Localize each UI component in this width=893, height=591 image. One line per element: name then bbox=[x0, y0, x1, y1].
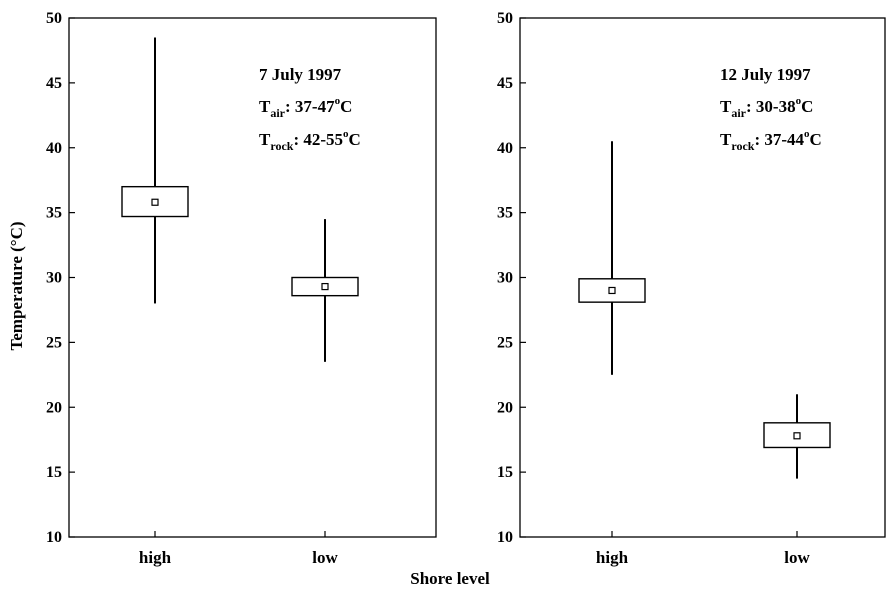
mean-marker-1-low bbox=[321, 282, 329, 291]
y-tick-label-1-30: 30 bbox=[46, 270, 62, 287]
category-label-2-low: low bbox=[784, 548, 810, 567]
y-tick-label-1-20: 20 bbox=[46, 399, 62, 416]
x-axis-label: Shore level bbox=[410, 569, 490, 588]
y-tick-label-1-15: 15 bbox=[46, 464, 62, 481]
y-tick-label-1-50: 50 bbox=[46, 10, 62, 27]
air-degree-1: o bbox=[335, 95, 341, 107]
category-label-2-high: high bbox=[596, 548, 629, 567]
air-symbol-2: T bbox=[720, 97, 732, 116]
y-tick-label-2-40: 40 bbox=[497, 140, 513, 157]
y-tick-label-2-10: 10 bbox=[497, 529, 513, 546]
mean-marker-2-low bbox=[793, 432, 801, 440]
air-subscript-1: air bbox=[270, 106, 285, 120]
air-range-1: : 37-47 bbox=[285, 97, 335, 116]
chart-panel-1: 10 15 20 25 30 35 40 45 50 high low 7 July 1997 Tair… bbox=[46, 10, 437, 567]
air-degree-2: o bbox=[796, 95, 802, 107]
rock-symbol-2: T bbox=[720, 130, 732, 149]
rock-subscript-1: rock bbox=[270, 139, 293, 153]
y-tick-label-2-35: 35 bbox=[497, 205, 513, 222]
mean-marker-1-high bbox=[151, 198, 159, 206]
y-tick-label-2-15: 15 bbox=[497, 464, 513, 481]
annotation-date-2: 12 July 1997 bbox=[720, 65, 811, 84]
box-2-low bbox=[763, 422, 831, 449]
rock-unit-2: C bbox=[810, 130, 822, 149]
rock-degree-1: o bbox=[343, 128, 349, 140]
annotation-rock-1: Trock: 42-55oC bbox=[259, 128, 361, 153]
air-symbol-1: T bbox=[259, 97, 271, 116]
y-tick-label-1-40: 40 bbox=[46, 140, 62, 157]
air-unit-2: C bbox=[801, 97, 813, 116]
air-unit-1: C bbox=[340, 97, 352, 116]
y-tick-label-2-25: 25 bbox=[497, 334, 513, 351]
category-label-1-high: high bbox=[139, 548, 172, 567]
y-tick-label-2-30: 30 bbox=[497, 270, 513, 287]
category-label-1-low: low bbox=[312, 548, 338, 567]
rock-degree-2: o bbox=[804, 128, 810, 140]
plot-frame-2 bbox=[519, 17, 886, 538]
mean-marker-2-high bbox=[608, 286, 616, 295]
annotation-rock-2: Trock: 37-44oC bbox=[720, 128, 822, 153]
annotation-date-1: 7 July 1997 bbox=[259, 65, 342, 84]
air-range-2: : 30-38 bbox=[746, 97, 796, 116]
rock-unit-1: C bbox=[349, 130, 361, 149]
rock-range-1: : 42-55 bbox=[293, 130, 343, 149]
y-axis-label: Temperature (°C) bbox=[7, 221, 26, 350]
y-tick-label-1-45: 45 bbox=[46, 75, 62, 92]
y-tick-label-2-45: 45 bbox=[497, 75, 513, 92]
air-subscript-2: air bbox=[731, 106, 746, 120]
y-tick-label-2-20: 20 bbox=[497, 399, 513, 416]
y-tick-label-1-35: 35 bbox=[46, 205, 62, 222]
annotation-air-1: Tair: 37-47oC bbox=[259, 95, 352, 120]
y-tick-label-1-10: 10 bbox=[46, 529, 62, 546]
rock-range-2: : 37-44 bbox=[754, 130, 804, 149]
y-tick-label-1-25: 25 bbox=[46, 334, 62, 351]
rock-symbol-1: T bbox=[259, 130, 271, 149]
chart-panel-2: 10 15 20 25 30 35 40 45 50 high low 12 July 1997 Tai… bbox=[497, 10, 886, 567]
annotation-air-2: Tair: 30-38oC bbox=[720, 95, 813, 120]
y-tick-label-2-50: 50 bbox=[497, 10, 513, 27]
plot-frame-1 bbox=[68, 17, 437, 538]
rock-subscript-2: rock bbox=[731, 139, 754, 153]
